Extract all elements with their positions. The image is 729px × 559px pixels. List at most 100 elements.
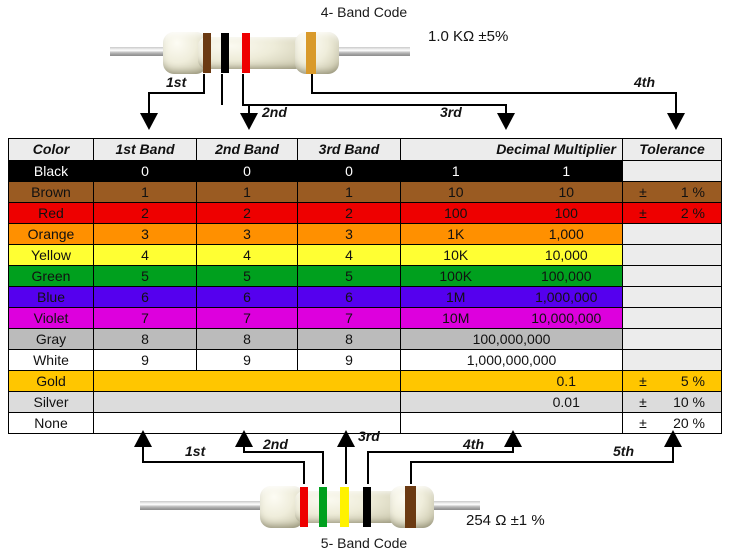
row-color-name: Blue <box>8 286 94 308</box>
tolerance-sign: ± <box>639 394 647 410</box>
row-band3-digit: 4 <box>297 244 401 266</box>
row-multiplier-long: 100,000 <box>510 265 623 287</box>
row-band1-digit: 5 <box>93 265 197 287</box>
bpointer-2nd-arrow <box>235 430 253 447</box>
table-row: Black 0 0 0 1 1 <box>8 160 722 182</box>
top-code-title: 4- Band Code <box>320 4 408 20</box>
bpointer-2nd-vert-up <box>243 446 245 453</box>
row-band3-digit: 1 <box>297 181 401 203</box>
row-multiplier-long: 1,000,000 <box>510 286 623 308</box>
row-multiplier-long: 10 <box>510 181 623 203</box>
pointer-3rd-arrow <box>497 113 515 130</box>
tolerance-sign: ± <box>639 205 647 221</box>
band-3-red <box>242 33 250 73</box>
row-band1-digit: 4 <box>93 244 197 266</box>
band-4-tolerance-gold <box>306 32 316 74</box>
row-tolerance: ±5 % <box>622 370 722 392</box>
row-multiplier-long: 1 <box>510 160 623 182</box>
bottom-code-title: 5- Band Code <box>320 535 408 551</box>
pointer-1st-arrow <box>140 113 158 130</box>
row-color-name: Yellow <box>8 244 94 266</box>
tolerance-value: 2 % <box>680 205 705 221</box>
row-color-name: Green <box>8 265 94 287</box>
bpointer-4th-horz <box>367 451 514 453</box>
row-band3-digit: 5 <box>297 265 401 287</box>
resistor-body-center <box>198 37 304 69</box>
row-multiplier-short: 100 <box>400 202 511 224</box>
row-band2-digit: 5 <box>196 265 298 287</box>
row-multiplier-long: 1,000 <box>510 223 623 245</box>
row-band1-digit: 6 <box>93 286 197 308</box>
row-color-name: Black <box>8 160 94 182</box>
table-row: Gray 8 8 8 100,000,000 <box>8 328 722 350</box>
four-band-resistor <box>110 28 410 76</box>
row-band2-digit: 2 <box>196 202 298 224</box>
row-tolerance <box>622 286 722 308</box>
bband-3-yellow <box>340 487 349 527</box>
bpointer-5th-horz <box>410 461 674 463</box>
pointer-4th-vert-top <box>311 74 313 93</box>
row-band3-digit: 6 <box>297 286 401 308</box>
pointer-3rd-vert-down <box>505 104 507 115</box>
row-band3-digit: 7 <box>297 307 401 329</box>
row-band1-digit: 1 <box>93 181 197 203</box>
bpointer-1st-label: 1st <box>185 443 206 459</box>
pointer-1st-vert-down <box>148 92 150 115</box>
row-color-name: None <box>8 412 94 434</box>
row-band1-digit: 3 <box>93 223 197 245</box>
header-color: Color <box>8 138 94 161</box>
tolerance-value: 10 % <box>673 394 705 410</box>
table-row: Blue 6 6 6 1M 1,000,000 <box>8 286 722 308</box>
bottom-resistor-value: 254 Ω ±1 % <box>466 512 545 529</box>
bpointer-5th-arrow <box>664 430 682 447</box>
pointer-3rd-vert-top <box>242 74 244 105</box>
header-band3: 3rd Band <box>297 138 401 161</box>
row-band2-digit: 6 <box>196 286 298 308</box>
bpointer-2nd-label: 2nd <box>263 436 288 452</box>
table-body: Black 0 0 0 1 1 Brown 1 1 1 10 10 ±1 % Red 2 2 2 100 100 ±… <box>8 160 722 434</box>
tolerance-value: 20 % <box>673 415 705 431</box>
row-band3-digit: 2 <box>297 202 401 224</box>
pointer-2nd-vert-top <box>221 74 223 105</box>
table-row: Brown 1 1 1 10 10 ±1 % <box>8 181 722 203</box>
row-band2-digit: 9 <box>196 349 298 371</box>
row-band2-digit: 1 <box>196 181 298 203</box>
tolerance-value: 5 % <box>680 373 705 389</box>
row-multiplier-long: 10,000,000 <box>510 307 623 329</box>
table-header-row: Color 1st Band 2nd Band 3rd Band Decimal… <box>8 138 722 161</box>
row-tolerance <box>622 265 722 287</box>
pointer-3rd-horz <box>242 104 507 106</box>
bpointer-3rd-label: 3rd <box>358 428 380 444</box>
bpointer-3rd-arrow <box>337 430 355 447</box>
top-resistor-value: 1.0 KΩ ±5% <box>428 28 509 45</box>
table-row: Violet 7 7 7 10M 10,000,000 <box>8 307 722 329</box>
row-multiplier-short: 10M <box>400 307 511 329</box>
row-multiplier-long: 0.01 <box>510 391 623 413</box>
row-tolerance <box>622 328 722 350</box>
table-row: Red 2 2 2 100 100 ±2 % <box>8 202 722 224</box>
row-multiplier-full: 1,000,000,000 <box>400 349 623 371</box>
row-tolerance: ±2 % <box>622 202 722 224</box>
row-tolerance: ±10 % <box>622 391 722 413</box>
row-multiplier-short: 10 <box>400 181 511 203</box>
row-tolerance <box>622 160 722 182</box>
bband-2-green <box>319 487 327 527</box>
row-color-name: Red <box>8 202 94 224</box>
bpointer-5th-vert-up <box>672 446 674 463</box>
bpointer-2nd-vert-down <box>322 451 324 484</box>
table-row: Yellow 4 4 4 10K 10,000 <box>8 244 722 266</box>
bpointer-4th-vert-up <box>512 446 514 453</box>
bpointer-1st-arrow <box>134 430 152 447</box>
bband-4-black <box>363 487 371 527</box>
row-band3-digit: 8 <box>297 328 401 350</box>
tolerance-sign: ± <box>639 184 647 200</box>
pointer-1st-horz <box>148 92 205 94</box>
row-color-name: Silver <box>8 391 94 413</box>
row-tolerance: ±1 % <box>622 181 722 203</box>
row-multiplier-long <box>510 412 623 434</box>
header-multiplier: Decimal Multiplier <box>400 138 623 161</box>
table-row: Silver 0.01 ±10 % <box>8 391 722 413</box>
row-band2-digit: 3 <box>196 223 298 245</box>
color-code-table: Color 1st Band 2nd Band 3rd Band Decimal… <box>8 138 722 434</box>
